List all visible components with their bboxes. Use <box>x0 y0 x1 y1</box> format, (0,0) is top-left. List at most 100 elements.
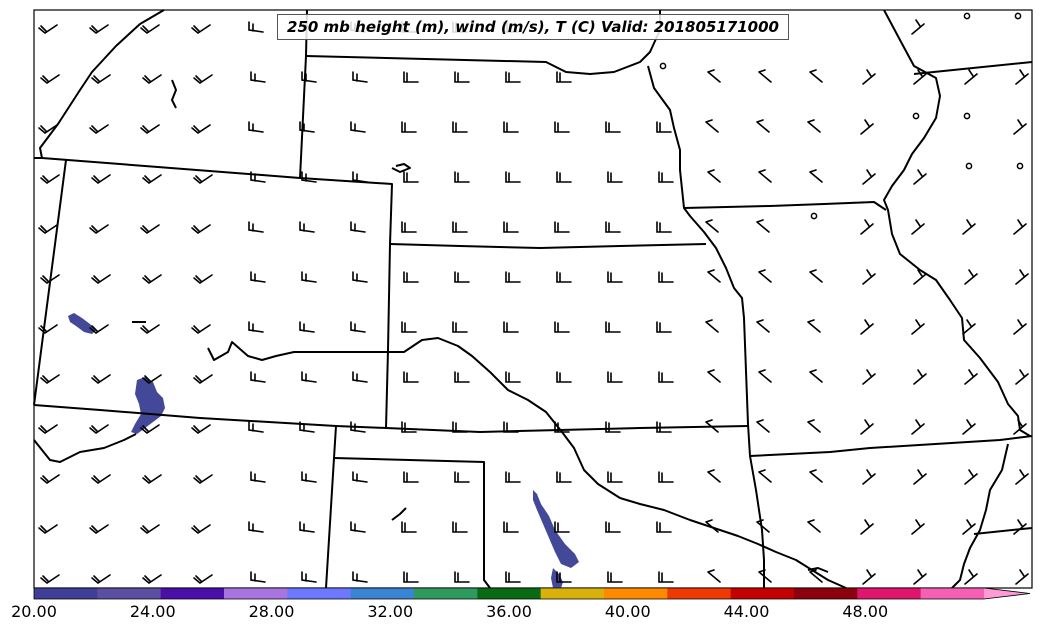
colorbar-segment <box>287 588 352 599</box>
wind-barb-icon <box>142 574 162 584</box>
wind-barb-icon <box>1015 569 1029 585</box>
wind-barb-icon <box>505 371 521 383</box>
colorbar-segment <box>97 588 162 599</box>
wind-barb-icon <box>556 71 572 83</box>
wind-barb-icon <box>140 324 160 334</box>
wind-barb-icon <box>503 321 519 333</box>
wind-barb-icon <box>1015 69 1029 85</box>
wind-barbs <box>38 19 1029 585</box>
wind-barb-icon <box>607 271 623 283</box>
wind-barb-icon <box>556 371 572 383</box>
wind-barb-icon <box>556 471 572 483</box>
wind-barb-icon <box>352 571 368 583</box>
wind-barb-icon <box>658 571 674 583</box>
wind-barb-icon <box>299 121 315 133</box>
wind-barb-icon <box>809 69 823 83</box>
wind-barb-icon <box>301 71 317 83</box>
wind-barb-icon <box>89 124 109 134</box>
wind-barb-icon <box>142 74 162 84</box>
colorbar-segment <box>160 588 225 599</box>
wind-barb-icon <box>91 374 111 384</box>
border-line <box>913 61 1033 75</box>
wind-barb-icon <box>301 171 317 183</box>
wind-barb-icon <box>503 121 519 133</box>
wind-barb-icon <box>505 71 521 83</box>
wind-barb-icon <box>607 471 623 483</box>
wind-barb-icon <box>705 419 719 433</box>
wind-barb-icon <box>193 74 213 84</box>
wind-barb-icon <box>301 571 317 583</box>
wind-barb-icon <box>191 124 211 134</box>
wind-barb-icon <box>301 371 317 383</box>
wind-barb-icon <box>40 74 60 84</box>
temperature-patch <box>131 377 165 434</box>
wind-barb-icon <box>38 424 58 434</box>
wind-barb-icon <box>248 121 264 133</box>
colorbar-segment <box>604 588 668 599</box>
wind-barb-icon <box>605 121 621 133</box>
colorbar-segment <box>540 588 605 599</box>
wind-barb-icon <box>401 421 417 433</box>
wind-barb-icon <box>503 521 519 533</box>
wind-barb-icon <box>554 321 570 333</box>
wind-barb-icon <box>758 569 772 583</box>
wind-barb-icon <box>656 321 672 333</box>
wind-barb-icon <box>140 524 160 534</box>
wind-barb-icon <box>707 269 721 283</box>
wind-barb-icon <box>656 521 672 533</box>
border-line <box>683 201 887 211</box>
wind-barb-icon <box>89 324 109 334</box>
wind-barb-icon <box>807 419 821 433</box>
colorbar-extend-arrow <box>984 588 1030 599</box>
wind-barb-icon <box>911 519 925 535</box>
wind-barb-icon <box>860 119 874 135</box>
wind-barb-icon <box>350 321 366 333</box>
wind-barb-icon <box>1013 219 1027 235</box>
wind-barb-icon <box>505 271 521 283</box>
wind-barb-icon <box>807 319 821 333</box>
wind-barb-icon <box>401 121 417 133</box>
wind-barb-icon <box>140 124 160 134</box>
wind-barb-icon <box>964 69 978 85</box>
wind-barb-icon <box>913 269 927 285</box>
wind-barb-icon <box>707 169 721 183</box>
wind-barb-icon <box>250 571 266 583</box>
wind-barb-icon <box>142 274 162 284</box>
wind-barb-icon <box>758 169 772 183</box>
border-line <box>391 163 411 173</box>
wind-barb-icon <box>140 24 160 34</box>
wind-barb-icon <box>554 121 570 133</box>
wind-barb-icon <box>191 524 211 534</box>
border-line <box>41 157 393 245</box>
wind-barb-icon <box>809 269 823 283</box>
border-line <box>807 567 829 573</box>
colorbar-segment <box>224 588 288 599</box>
wind-barb-icon <box>140 424 160 434</box>
wind-barb-icon <box>250 271 266 283</box>
wind-barb-icon <box>962 319 976 335</box>
wind-barb-icon <box>403 171 419 183</box>
wind-barb-icon <box>705 219 719 233</box>
wind-barb-icon <box>862 169 876 185</box>
wind-barb-icon <box>756 419 770 433</box>
wind-barb-icon <box>658 171 674 183</box>
colorbar-segment <box>794 588 858 599</box>
wind-barb-icon <box>301 471 317 483</box>
wind-barb-icon <box>964 369 978 385</box>
colorbar-tick-label: 32.00 <box>367 602 414 621</box>
wind-barb-icon <box>350 221 366 233</box>
wind-barb-icon <box>605 421 621 433</box>
wind-barb-icon <box>758 69 772 83</box>
temperature-patch <box>533 490 579 568</box>
wind-barb-icon <box>862 469 876 485</box>
border-line <box>389 243 707 249</box>
wind-barb-icon <box>38 24 58 34</box>
wind-barb-icon <box>401 321 417 333</box>
wind-barb-icon <box>862 569 876 585</box>
wind-barb-icon <box>758 469 772 483</box>
wind-barb-icon <box>250 71 266 83</box>
wind-barb-icon <box>403 371 419 383</box>
wind-barb-icon <box>605 521 621 533</box>
wind-barb-icon <box>607 571 623 583</box>
wind-barb-icon <box>299 421 315 433</box>
